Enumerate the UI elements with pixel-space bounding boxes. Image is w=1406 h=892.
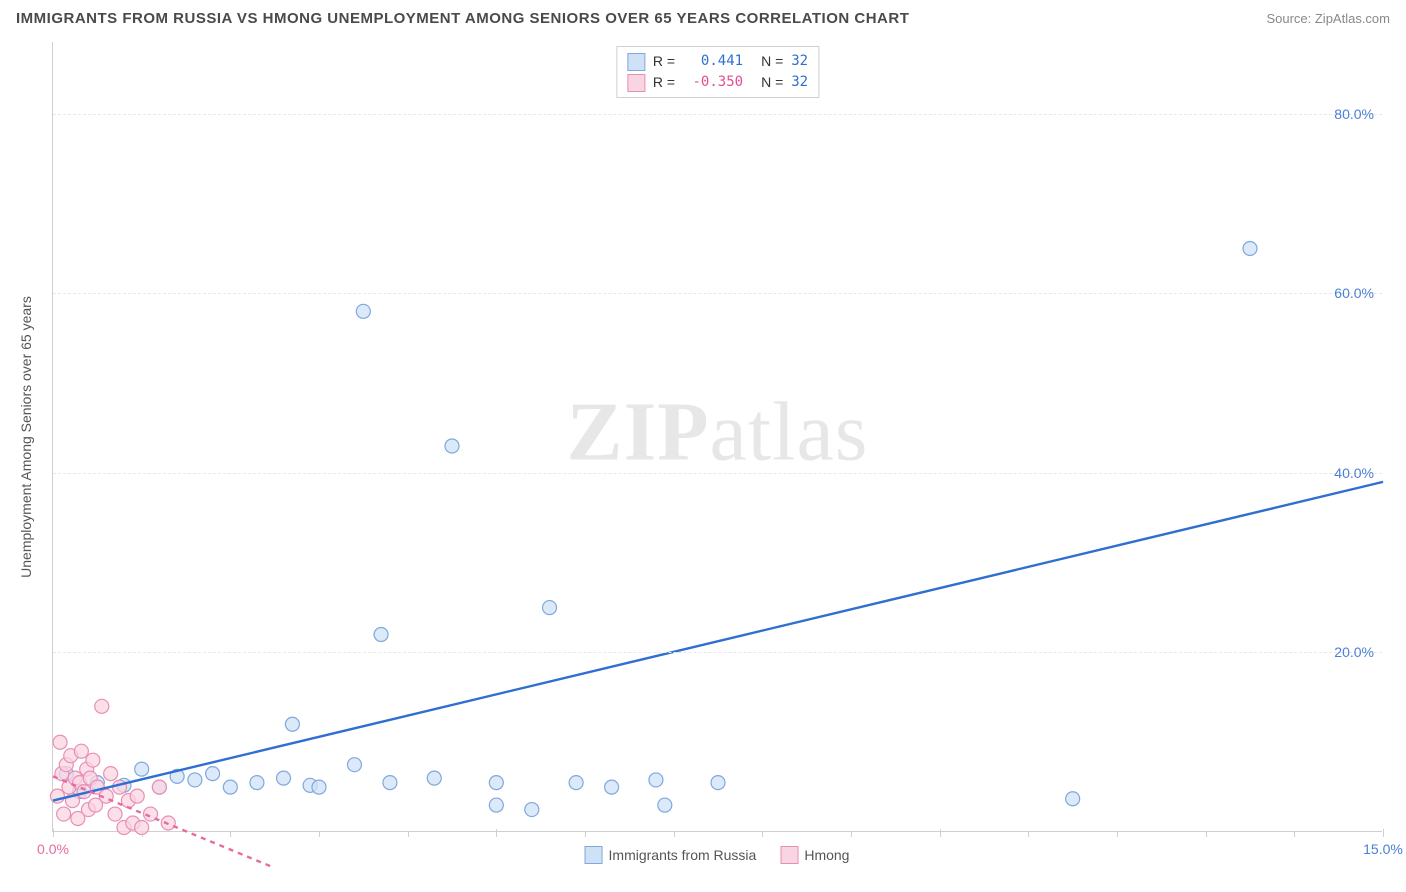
source-name: ZipAtlas.com xyxy=(1315,11,1390,26)
legend-swatch-icon xyxy=(585,846,603,864)
y-axis-label: Unemployment Among Seniors over 65 years xyxy=(18,296,34,578)
data-point-russia xyxy=(250,776,264,790)
data-point-russia xyxy=(374,628,388,642)
x-tick xyxy=(230,832,231,837)
grid-line xyxy=(53,114,1382,115)
legend-label: Hmong xyxy=(804,847,849,863)
stat-row-russia: R = 0.441 N = 32 xyxy=(627,51,808,72)
data-point-russia xyxy=(658,798,672,812)
data-point-russia xyxy=(135,762,149,776)
data-point-russia xyxy=(649,773,663,787)
data-point-russia xyxy=(188,773,202,787)
data-point-russia xyxy=(525,803,539,817)
data-point-hmong xyxy=(95,699,109,713)
grid-line xyxy=(53,293,1382,294)
x-tick-label: 0.0% xyxy=(37,841,69,857)
data-point-hmong xyxy=(53,735,67,749)
y-tick-label: 20.0% xyxy=(1334,644,1374,660)
x-tick-label: 15.0% xyxy=(1363,841,1403,857)
x-tick xyxy=(851,832,852,837)
stat-n-label: N = xyxy=(761,72,783,93)
data-point-hmong xyxy=(74,744,88,758)
data-point-russia xyxy=(427,771,441,785)
data-point-hmong xyxy=(130,789,144,803)
data-point-russia xyxy=(489,776,503,790)
x-tick xyxy=(1383,829,1384,837)
chart-header: IMMIGRANTS FROM RUSSIA VS HMONG UNEMPLOY… xyxy=(0,0,1406,35)
data-point-russia xyxy=(206,767,220,781)
y-tick-label: 60.0% xyxy=(1334,285,1374,301)
x-tick xyxy=(1206,832,1207,837)
data-point-hmong xyxy=(108,807,122,821)
data-point-hmong xyxy=(57,807,71,821)
data-point-hmong xyxy=(86,753,100,767)
x-tick xyxy=(940,829,941,837)
y-tick-label: 40.0% xyxy=(1334,465,1374,481)
data-point-russia xyxy=(445,439,459,453)
stat-n-value-russia: 32 xyxy=(791,51,808,72)
data-point-russia xyxy=(569,776,583,790)
grid-line xyxy=(53,652,1382,653)
data-point-russia xyxy=(285,717,299,731)
legend-item-russia: Immigrants from Russia xyxy=(585,846,757,864)
chart-title: IMMIGRANTS FROM RUSSIA VS HMONG UNEMPLOY… xyxy=(16,10,909,27)
data-point-russia xyxy=(543,601,557,615)
stat-r-label: R = xyxy=(653,72,675,93)
plot-svg xyxy=(53,42,1382,831)
data-point-russia xyxy=(312,780,326,794)
x-tick xyxy=(1294,832,1295,837)
x-tick xyxy=(496,829,497,837)
legend-swatch-russia xyxy=(627,53,645,71)
x-tick xyxy=(53,829,54,837)
y-tick-label: 80.0% xyxy=(1334,106,1374,122)
stat-r-label: R = xyxy=(653,51,675,72)
x-tick xyxy=(762,832,763,837)
trend-line-russia xyxy=(53,482,1383,801)
data-point-russia xyxy=(356,304,370,318)
x-tick xyxy=(319,832,320,837)
data-point-hmong xyxy=(104,767,118,781)
data-point-russia xyxy=(277,771,291,785)
stat-n-label: N = xyxy=(761,51,783,72)
stat-n-value-hmong: 32 xyxy=(791,72,808,93)
legend-swatch-hmong xyxy=(627,74,645,92)
stat-row-hmong: R = -0.350 N = 32 xyxy=(627,72,808,93)
stat-r-value-russia: 0.441 xyxy=(683,51,743,72)
data-point-russia xyxy=(605,780,619,794)
x-tick xyxy=(674,832,675,837)
data-point-russia xyxy=(1066,792,1080,806)
legend-swatch-icon xyxy=(780,846,798,864)
stat-r-value-hmong: -0.350 xyxy=(683,72,743,93)
legend-label: Immigrants from Russia xyxy=(609,847,757,863)
data-point-russia xyxy=(711,776,725,790)
data-point-hmong xyxy=(152,780,166,794)
x-tick xyxy=(1117,832,1118,837)
legend-item-hmong: Hmong xyxy=(780,846,849,864)
bottom-legend: Immigrants from Russia Hmong xyxy=(585,846,850,864)
plot-area: ZIPatlas R = 0.441N = 32R = -0.350N = 32… xyxy=(52,42,1382,832)
data-point-russia xyxy=(489,798,503,812)
data-point-russia xyxy=(1243,241,1257,255)
grid-line xyxy=(53,473,1382,474)
x-tick xyxy=(585,832,586,837)
data-point-hmong xyxy=(50,789,64,803)
plot-wrap: Unemployment Among Seniors over 65 years… xyxy=(52,42,1382,832)
x-tick xyxy=(408,832,409,837)
data-point-hmong xyxy=(113,780,127,794)
correlation-stat-box: R = 0.441 N = 32 R = -0.350 N = 32 xyxy=(616,46,819,98)
x-tick xyxy=(1028,832,1029,837)
source-attribution: Source: ZipAtlas.com xyxy=(1266,11,1390,26)
data-point-russia xyxy=(347,758,361,772)
x-tick xyxy=(142,832,143,837)
source-prefix: Source: xyxy=(1266,11,1314,26)
data-point-russia xyxy=(383,776,397,790)
data-point-russia xyxy=(223,780,237,794)
